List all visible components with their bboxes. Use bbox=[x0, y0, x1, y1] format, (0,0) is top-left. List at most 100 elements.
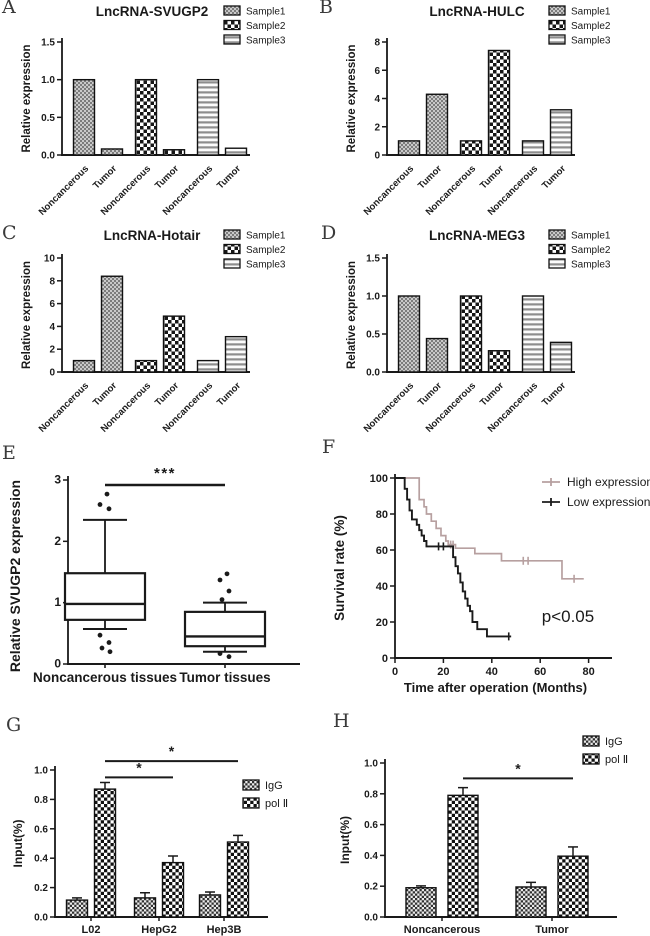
legend-swatch bbox=[242, 779, 260, 791]
legend-label: Sample1 bbox=[246, 7, 286, 18]
bar bbox=[196, 78, 220, 156]
legend-label: Sample3 bbox=[246, 260, 286, 271]
bar bbox=[521, 140, 545, 156]
y-tick-label: 100 bbox=[370, 473, 388, 485]
legend-swatch bbox=[548, 5, 566, 16]
x-tick-label: 80 bbox=[582, 666, 594, 678]
significance-star: * bbox=[169, 743, 175, 759]
y-tick-label: 6 bbox=[49, 299, 55, 310]
legend-group: IgG pol Ⅱ bbox=[582, 735, 628, 766]
panel-E: E Relative SVUGP2 expression 0 1 2 3 Noncance… bbox=[0, 438, 320, 700]
panel-a-chart: LncRNA-SVUGP2 Relative expression 0.0 0.5 1.… bbox=[21, 4, 286, 218]
survival-curve-low bbox=[395, 477, 512, 638]
panel-D: D LncRNA-MEG3 Relative expression 0.0 0.5 1.… bbox=[321, 222, 650, 436]
bar bbox=[397, 140, 421, 156]
panel-F: F Survival rate (%) 0 20 40 60 80 100 0 20 40 60 80… bbox=[320, 438, 650, 700]
legend-swatch bbox=[223, 5, 241, 16]
legend-swatch bbox=[223, 34, 241, 45]
bar bbox=[134, 359, 158, 373]
panel-letter-e: E bbox=[2, 442, 16, 464]
panel-e-chart: Relative SVUGP2 expression 0 1 2 3 Noncancero… bbox=[7, 465, 300, 685]
bar bbox=[161, 861, 185, 918]
x-tick-label: Tumor bbox=[540, 380, 568, 408]
y-axis-label: Input(%) bbox=[11, 820, 25, 868]
y-tick-label: 0 bbox=[49, 368, 55, 379]
bar bbox=[72, 359, 96, 373]
y-tick-label: 80 bbox=[376, 509, 388, 521]
x-tick-label: 0 bbox=[392, 666, 398, 678]
bars-group bbox=[397, 295, 573, 373]
legend-swatch bbox=[223, 258, 241, 269]
bar bbox=[65, 899, 89, 918]
bar bbox=[487, 49, 511, 156]
y-tick-label: 1 bbox=[54, 595, 61, 609]
bar bbox=[72, 78, 96, 156]
bar bbox=[100, 275, 124, 373]
y-tick-label: 0.0 bbox=[34, 913, 48, 924]
bars-group bbox=[397, 49, 573, 156]
bar bbox=[425, 337, 449, 373]
bar bbox=[405, 887, 437, 918]
x-tick-label: Tumor bbox=[478, 380, 506, 408]
legend-group: Sample1 Sample2 Sample3 bbox=[223, 229, 286, 271]
x-tick-label: HepG2 bbox=[141, 924, 176, 936]
y-axis-label: Relative expression bbox=[346, 261, 358, 369]
bars-group bbox=[72, 78, 248, 156]
x-tick-label: Noncancerous bbox=[37, 163, 91, 217]
panel-letter-g: G bbox=[6, 714, 22, 736]
legend-group: IgG pol Ⅱ bbox=[242, 779, 288, 810]
y-tick-label: 0 bbox=[382, 653, 388, 665]
bar bbox=[162, 315, 186, 373]
significance-star: *** bbox=[154, 465, 176, 482]
panel-letter-c: C bbox=[2, 222, 17, 244]
y-tick-label: 0 bbox=[374, 151, 380, 162]
x-tick-label: Tumor bbox=[91, 380, 119, 408]
legend-label: Sample3 bbox=[571, 260, 611, 271]
bar bbox=[549, 109, 573, 156]
chart-title: LncRNA-SVUGP2 bbox=[96, 4, 209, 19]
y-tick-label: 1.0 bbox=[364, 759, 378, 770]
legend-swatch bbox=[548, 229, 566, 240]
y-axis-label: Relative expression bbox=[346, 44, 358, 152]
y-tick-label: 1.5 bbox=[366, 254, 380, 265]
panel-g-chart: Input(%) 0.0 0.2 0.4 0.6 0.8 1.0 L02 HepG2 Hep3B *… bbox=[11, 743, 288, 936]
y-tick-label: 20 bbox=[376, 617, 388, 629]
x-tick-label: Tumor bbox=[215, 380, 243, 408]
outlier-dot bbox=[226, 588, 232, 594]
x-tick-label: Noncancerous bbox=[37, 380, 91, 434]
outlier-dot bbox=[104, 491, 110, 497]
y-tick-label: 1.0 bbox=[34, 766, 48, 777]
y-axis-label: Input(%) bbox=[338, 816, 352, 864]
p-value-annotation: p<0.05 bbox=[542, 607, 594, 626]
y-tick-label: 10 bbox=[44, 254, 56, 265]
y-tick-label: 0.2 bbox=[364, 882, 378, 893]
panel-c-chart: LncRNA-Hotair Relative expression 0 2 4 6 8 10 N… bbox=[21, 228, 286, 435]
y-tick-label: 8 bbox=[49, 276, 55, 287]
legend-group: Sample1 Sample2 Sample3 bbox=[548, 5, 611, 47]
panel-letter-h: H bbox=[333, 710, 350, 732]
legend-label: IgG bbox=[265, 780, 283, 792]
legend-swatch bbox=[548, 243, 566, 255]
bar bbox=[162, 149, 186, 156]
x-tick-label: 60 bbox=[534, 666, 546, 678]
chart-title: LncRNA-Hotair bbox=[104, 228, 201, 243]
legend-label: Sample3 bbox=[246, 36, 286, 47]
legend-label: Sample1 bbox=[571, 7, 611, 18]
panel-B: B LncRNA-HULC Relative expression 0 2 4 6 8 Non… bbox=[319, 0, 650, 220]
legend-swatch bbox=[548, 19, 566, 31]
bar bbox=[224, 335, 248, 373]
panel-letter-a: A bbox=[2, 0, 16, 18]
bars-group bbox=[72, 275, 248, 373]
legend-group: Sample1 Sample2 Sample3 bbox=[548, 229, 611, 271]
box bbox=[63, 572, 147, 621]
bar bbox=[549, 341, 573, 373]
y-tick-label: 0.4 bbox=[34, 854, 48, 865]
y-tick-label: 0.5 bbox=[41, 113, 55, 124]
bar bbox=[521, 295, 545, 373]
x-tick-label: Tumor bbox=[91, 163, 119, 191]
legend-swatch bbox=[223, 19, 241, 31]
panel-G: G Input(%) 0.0 0.2 0.4 0.6 0.8 1.0 L02 HepG2 Hep3… bbox=[0, 700, 325, 936]
y-tick-label: 2 bbox=[49, 345, 55, 356]
x-tick-label: Tumor bbox=[540, 163, 568, 191]
outlier-dot bbox=[226, 654, 232, 660]
